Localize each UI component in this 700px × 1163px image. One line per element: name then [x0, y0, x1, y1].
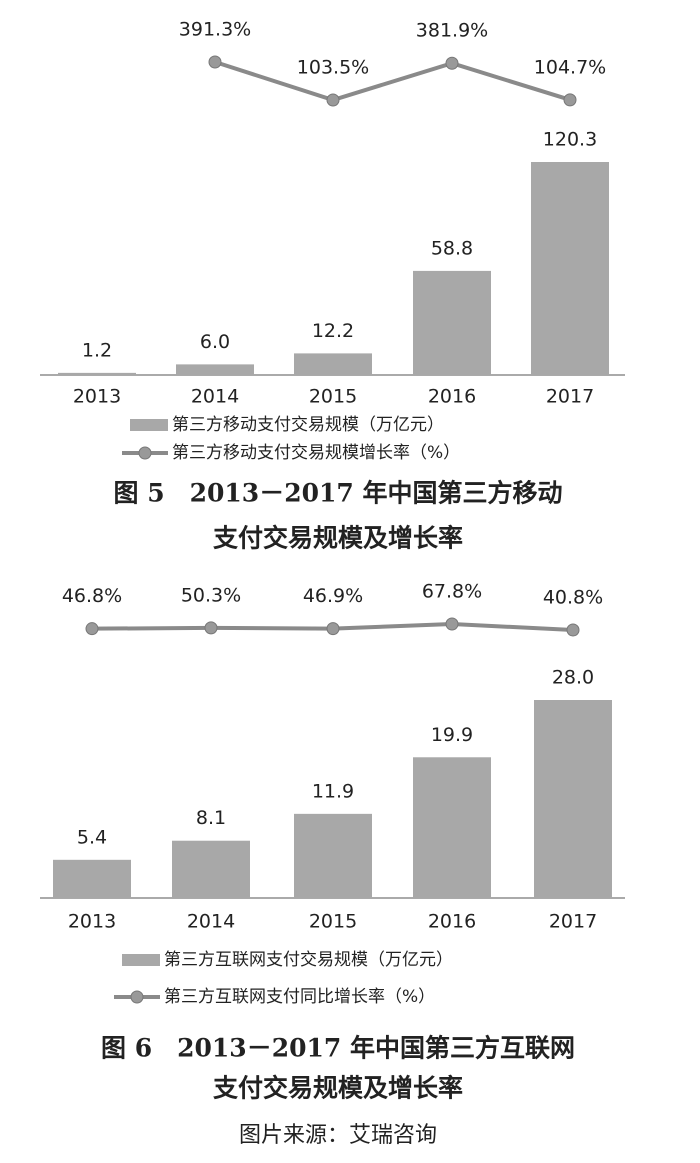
bar — [172, 840, 250, 898]
x-tick-label: 2014 — [187, 911, 235, 933]
x-tick-label: 2016 — [428, 911, 476, 933]
figure-caption: 图 6 2013－2017 年中国第三方互联网 — [101, 1034, 575, 1063]
data-label: 11.9 — [312, 780, 354, 802]
legend-dot — [130, 990, 144, 1004]
bar — [53, 859, 131, 898]
x-tick-label: 2014 — [191, 386, 239, 408]
growth-point — [204, 621, 218, 635]
data-label: 67.8% — [422, 581, 482, 603]
figure-caption: 支付交易规模及增长率 — [213, 524, 463, 553]
figure-caption: 图 5 2013－2017 年中国第三方移动 — [114, 479, 563, 508]
x-tick-label: 2015 — [309, 911, 357, 933]
legend-label: 第三方互联网支付交易规模（万亿元） — [164, 950, 453, 970]
bar — [294, 813, 372, 898]
data-label: 391.3% — [179, 19, 251, 41]
bar — [176, 364, 254, 375]
data-label: 1.2 — [82, 339, 112, 361]
data-label: 120.3 — [543, 129, 597, 151]
figure-caption: 支付交易规模及增长率 — [213, 1074, 463, 1103]
data-label: 40.8% — [543, 587, 603, 609]
growth-point — [563, 93, 577, 107]
data-label: 19.9 — [431, 724, 473, 746]
data-label: 28.0 — [552, 667, 594, 689]
data-label: 6.0 — [200, 331, 230, 353]
data-label: 381.9% — [416, 20, 488, 42]
growth-point — [326, 93, 340, 107]
growth-point — [326, 622, 340, 636]
data-label: 50.3% — [181, 584, 241, 606]
growth-point — [566, 623, 580, 637]
growth-point — [208, 55, 222, 69]
bar — [413, 270, 491, 375]
x-tick-label: 2013 — [73, 386, 121, 408]
growth-point — [445, 56, 459, 70]
data-label: 8.1 — [196, 807, 226, 829]
x-tick-label: 2017 — [549, 911, 597, 933]
x-tick-label: 2015 — [309, 386, 357, 408]
legend-swatch — [130, 419, 168, 431]
legend-swatch — [122, 954, 160, 966]
growth-point — [445, 617, 459, 631]
data-label: 46.9% — [303, 585, 363, 607]
growth-point — [85, 622, 99, 636]
bar — [531, 162, 609, 375]
data-label: 58.8 — [431, 237, 473, 259]
data-label: 103.5% — [297, 57, 369, 79]
data-label: 104.7% — [534, 56, 606, 78]
legend-label: 第三方移动支付交易规模增长率（%） — [172, 443, 460, 463]
bar — [534, 700, 612, 898]
source-note: 图片来源：艾瑞咨询 — [239, 1123, 437, 1148]
legend-dot — [138, 446, 152, 460]
bar — [413, 757, 491, 898]
legend-label: 第三方互联网支付同比增长率（%） — [164, 987, 435, 1007]
legend-label: 第三方移动支付交易规模（万亿元） — [172, 415, 444, 435]
bar — [58, 372, 136, 375]
data-label: 46.8% — [62, 585, 122, 607]
data-label: 5.4 — [77, 826, 107, 848]
data-label: 12.2 — [312, 320, 354, 342]
x-tick-label: 2017 — [546, 386, 594, 408]
x-tick-label: 2013 — [68, 911, 116, 933]
growth-line — [214, 60, 571, 103]
bar — [294, 353, 372, 375]
x-tick-label: 2016 — [428, 386, 476, 408]
